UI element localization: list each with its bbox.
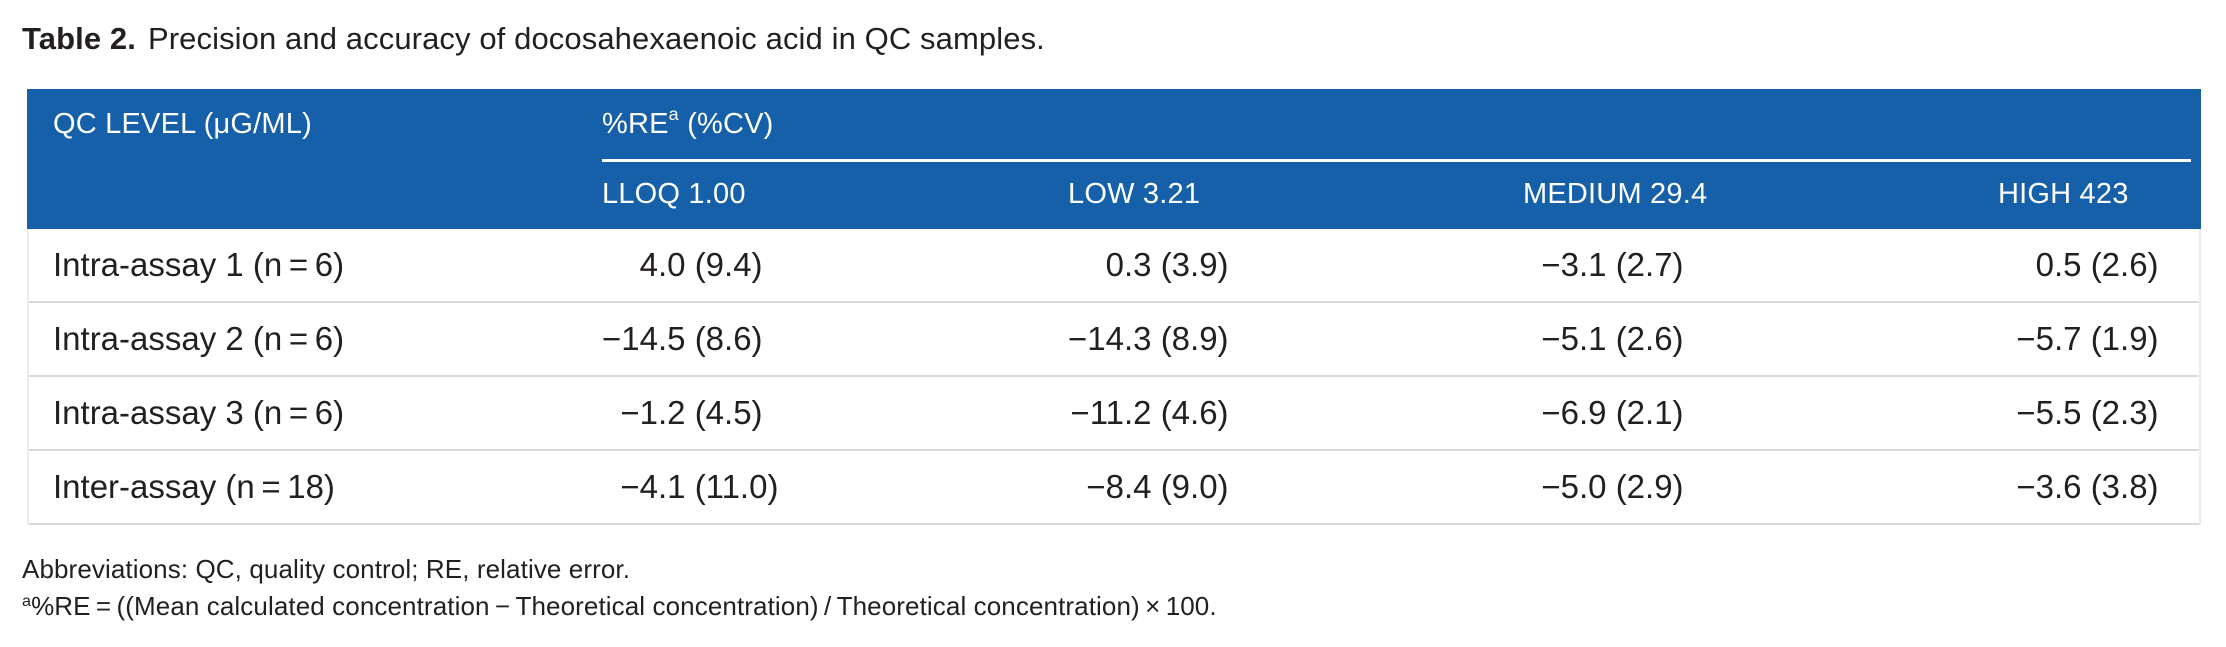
table-row: Intra-assay 2 (n = 6) −14.5 (8.6) −14.3 … — [29, 303, 2199, 377]
footnote-superscript: a — [22, 592, 32, 611]
row-label: Inter-assay (n = 18) — [53, 468, 335, 505]
re-definition-note: a%RE = ((Mean calculated concentration −… — [22, 588, 1217, 629]
header-row-top: QC LEVEL (μG/ML) %RE a (%CV) — [27, 89, 2201, 160]
cell-lloq: −4.1 (11.0) — [620, 468, 779, 505]
cell-lloq: −14.5 (8.6) — [602, 320, 763, 357]
table-body: Intra-assay 1 (n = 6) 4.0 (9.4) 0.3 (3.9… — [27, 229, 2201, 525]
qc-table: QC LEVEL (μG/ML) %RE a (%CV) LLOQ 1.00 LO… — [27, 89, 2201, 525]
cell-lloq: 4.0 (9.4) — [639, 246, 763, 283]
row-label: Intra-assay 1 (n = 6) — [53, 246, 345, 283]
header-row-sub: LLOQ 1.00 LOW 3.21 MEDIUM 29.4 HIGH 423 — [27, 160, 2201, 229]
cell-low: −14.3 (8.9) — [1068, 320, 1229, 357]
col-header-medium: MEDIUM 29.4 — [1523, 178, 1708, 210]
cell-medium: −5.0 (2.9) — [1541, 468, 1684, 505]
re-definition-text: %RE = ((Mean calculated concentration − … — [31, 591, 1217, 621]
re-superscript: a — [668, 104, 679, 125]
col-header-qc-level: QC LEVEL (μG/ML) — [53, 108, 312, 140]
cell-low: −8.4 (9.0) — [1086, 468, 1229, 505]
table-row: Intra-assay 3 (n = 6) −1.2 (4.5) −11.2 (… — [29, 377, 2199, 451]
re-label: %RE — [602, 108, 669, 140]
cell-high: −5.7 (1.9) — [2016, 320, 2159, 357]
cell-medium: −3.1 (2.7) — [1541, 246, 1684, 283]
cell-high: 0.5 (2.6) — [2035, 246, 2159, 283]
header-divider — [602, 159, 2191, 162]
cell-medium: −6.9 (2.1) — [1541, 394, 1684, 431]
cell-low: 0.3 (3.9) — [1105, 246, 1229, 283]
caption-label: Table 2. — [22, 21, 136, 56]
cv-label: (%CV) — [678, 108, 774, 140]
cell-high: −5.5 (2.3) — [2016, 394, 2159, 431]
table-row: Inter-assay (n = 18) −4.1 (11.0) −8.4 (9… — [29, 451, 2199, 525]
col-header-re-cv: %RE a (%CV) — [602, 89, 2201, 160]
caption-text: Precision and accuracy of docosahexaenoi… — [147, 21, 1045, 56]
cell-medium: −5.1 (2.6) — [1541, 320, 1684, 357]
row-label: Intra-assay 2 (n = 6) — [53, 320, 345, 357]
cell-high: −3.6 (3.8) — [2016, 468, 2159, 505]
table-row: Intra-assay 1 (n = 6) 4.0 (9.4) 0.3 (3.9… — [29, 229, 2199, 303]
col-header-lloq: LLOQ 1.00 — [602, 178, 746, 210]
cell-low: −11.2 (4.6) — [1070, 394, 1229, 431]
col-header-low: LOW 3.21 — [1068, 178, 1201, 210]
table-header: QC LEVEL (μG/ML) %RE a (%CV) LLOQ 1.00 LO… — [27, 89, 2201, 229]
col-header-spacer — [27, 160, 602, 229]
col-header-high: HIGH 423 — [1998, 178, 2129, 210]
cell-lloq: −1.2 (4.5) — [620, 394, 763, 431]
table-caption: Table 2. Precision and accuracy of docosa… — [22, 20, 1045, 58]
footnotes: Abbreviations: QC, quality control; RE, … — [22, 551, 1217, 629]
row-label: Intra-assay 3 (n = 6) — [53, 394, 345, 431]
abbreviations-note: Abbreviations: QC, quality control; RE, … — [22, 554, 631, 584]
